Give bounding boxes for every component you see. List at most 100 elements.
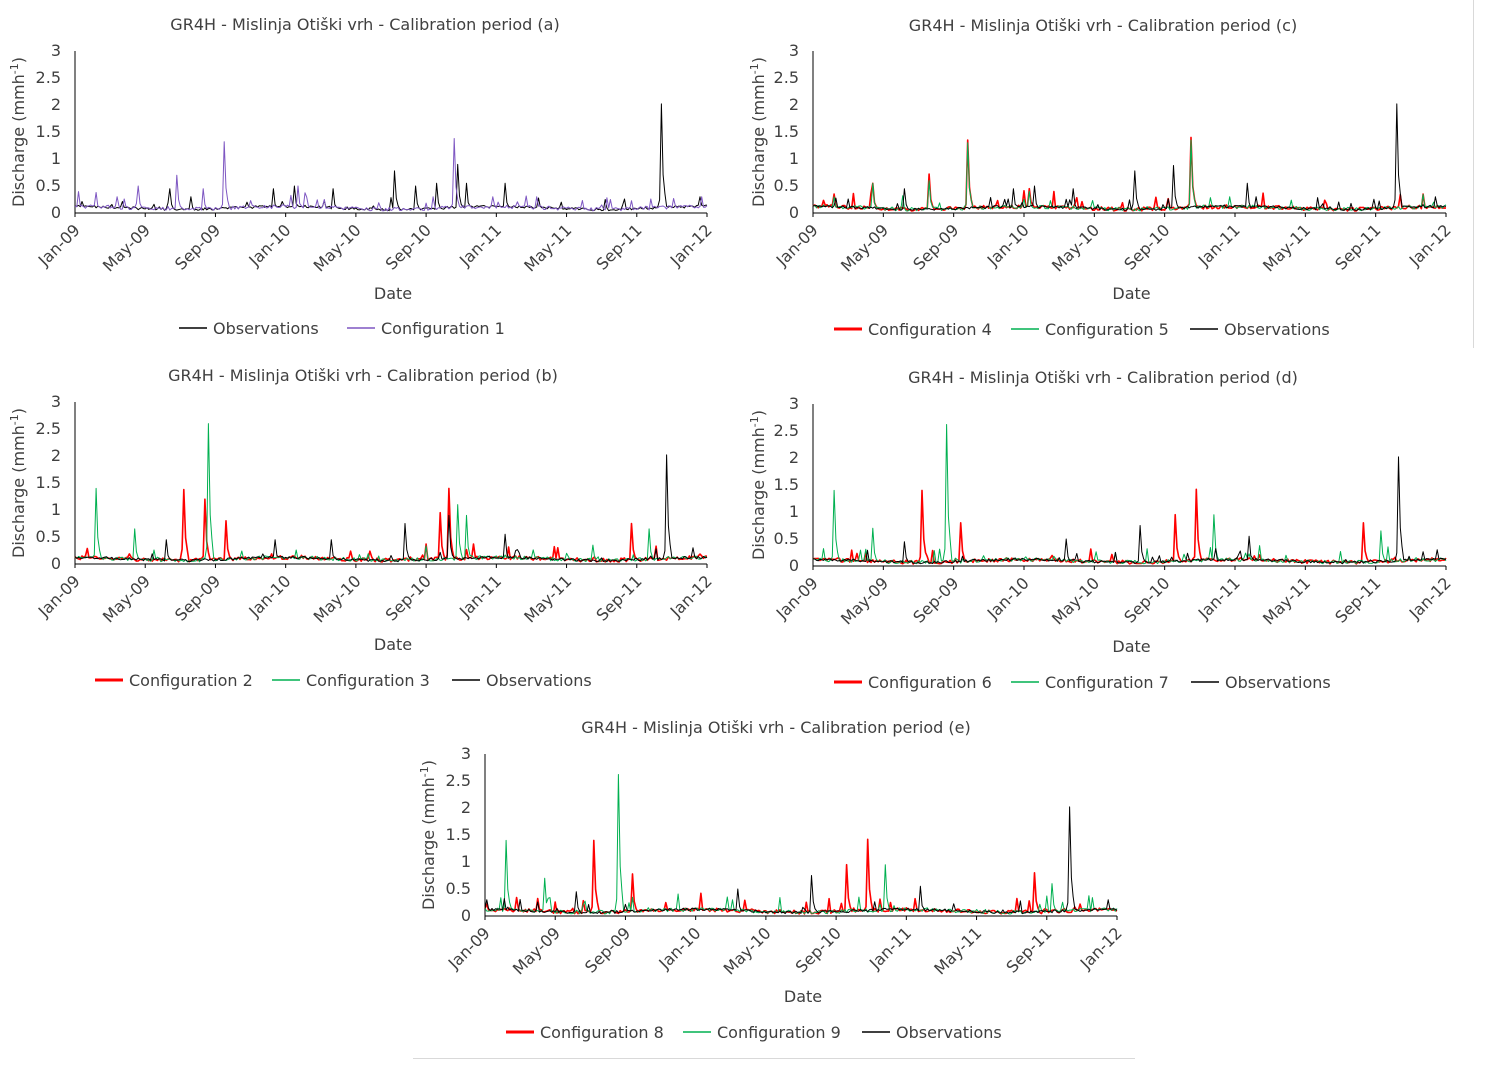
x-tick-label: May-11 [1259, 573, 1314, 628]
x-axis-label: Date [1112, 637, 1150, 656]
y-tick-label: 1 [461, 852, 471, 871]
x-tick-label: Sep-11 [592, 220, 645, 273]
x-tick-label: Jan-11 [865, 923, 915, 973]
y-tick-label: 0.5 [36, 176, 61, 195]
y-axis-label: Discharge (mmh-1) [418, 760, 439, 910]
series-line-observations [74, 103, 708, 212]
chart-svg-e: GR4H - Mislinja Otiški vrh - Calibration… [418, 718, 1126, 1042]
x-tick-label: May-09 [509, 923, 564, 978]
chart-panel-e: GR4H - Mislinja Otiški vrh - Calibration… [410, 702, 1150, 1052]
x-axis-label: Date [374, 635, 412, 654]
x-tick-label: Sep-11 [592, 571, 645, 624]
y-axis-label: Discharge (mmh-1) [748, 57, 769, 207]
y-tick-label: 2 [51, 446, 61, 465]
chart-svg-d: GR4H - Mislinja Otiški vrh - Calibration… [748, 368, 1455, 692]
x-tick-label: Sep-11 [1331, 573, 1384, 626]
y-tick-label: 0.5 [774, 529, 799, 548]
chart-svg-b: GR4H - Mislinja Otiški vrh - Calibration… [8, 366, 716, 690]
y-tick-label: 2.5 [774, 68, 799, 87]
y-tick-label: 2 [789, 448, 799, 467]
x-tick-label: Sep-11 [1331, 220, 1384, 273]
x-tick-label: Sep-09 [171, 220, 224, 273]
x-tick-label: May-10 [1048, 220, 1103, 275]
chart-title: GR4H - Mislinja Otiški vrh - Calibration… [170, 15, 559, 34]
x-tick-label: Sep-10 [1120, 573, 1173, 626]
legend-label: Observations [1225, 673, 1331, 692]
y-axis-label: Discharge (mmh-1) [8, 408, 29, 558]
chart-title: GR4H - Mislinja Otiški vrh - Calibration… [168, 366, 558, 385]
x-tick-label: Jan-09 [772, 573, 822, 623]
y-tick-label: 1.5 [774, 475, 799, 494]
x-tick-label: May-11 [1259, 220, 1314, 275]
legend-label: Observations [896, 1023, 1002, 1042]
x-tick-label: May-10 [310, 571, 365, 626]
y-tick-label: 3 [51, 392, 61, 411]
frame-divider-bottom [413, 1058, 1135, 1059]
y-tick-label: 0 [51, 554, 61, 573]
y-tick-label: 1 [789, 149, 799, 168]
y-axis-label: Discharge (mmh-1) [748, 410, 769, 560]
legend-label: Configuration 5 [1045, 320, 1169, 339]
y-tick-label: 0 [789, 556, 799, 575]
x-tick-label: Jan-10 [983, 573, 1033, 623]
y-tick-label: 0 [461, 906, 471, 925]
x-tick-label: May-10 [1048, 573, 1103, 628]
y-tick-label: 2 [461, 798, 471, 817]
x-tick-label: Sep-09 [909, 573, 962, 626]
series-line-configuration-2 [74, 487, 707, 563]
legend-label: Configuration 4 [868, 320, 992, 339]
x-tick-label: Jan-12 [1405, 220, 1455, 270]
x-tick-label: Jan-10 [244, 220, 294, 270]
legend-label: Observations [1224, 320, 1330, 339]
y-tick-label: 1 [51, 149, 61, 168]
x-tick-label: Jan-12 [666, 571, 716, 621]
x-axis-label: Date [1112, 284, 1150, 303]
frame-divider-right [1473, 0, 1474, 348]
x-tick-label: Jan-11 [455, 220, 505, 270]
x-tick-label: May-09 [99, 571, 154, 626]
x-tick-label: Sep-10 [792, 923, 845, 976]
y-tick-label: 1.5 [774, 122, 799, 141]
y-tick-label: 2.5 [446, 771, 471, 790]
x-tick-label: Jan-09 [444, 923, 494, 973]
x-tick-label: Sep-10 [1120, 220, 1173, 273]
x-tick-label: Jan-12 [1405, 573, 1455, 623]
y-tick-label: 2 [789, 95, 799, 114]
x-tick-label: Sep-09 [581, 923, 634, 976]
x-tick-label: Jan-12 [1076, 923, 1126, 973]
x-tick-label: May-09 [99, 220, 154, 275]
series-line-configuration-7 [812, 424, 1447, 565]
chart-title: GR4H - Mislinja Otiški vrh - Calibration… [909, 16, 1297, 35]
x-tick-label: Sep-09 [909, 220, 962, 273]
chart-panel-c: GR4H - Mislinja Otiški vrh - Calibration… [740, 0, 1480, 350]
legend-label: Configuration 9 [717, 1023, 841, 1042]
x-axis-label: Date [784, 987, 822, 1006]
chart-title: GR4H - Mislinja Otiški vrh - Calibration… [908, 368, 1298, 387]
series-line-observations [484, 806, 1118, 915]
y-tick-label: 3 [789, 394, 799, 413]
legend-label: Configuration 2 [129, 671, 253, 690]
chart-panel-d: GR4H - Mislinja Otiški vrh - Calibration… [740, 352, 1480, 702]
x-tick-label: Sep-10 [382, 220, 435, 273]
chart-panel-b: GR4H - Mislinja Otiški vrh - Calibration… [0, 352, 740, 702]
x-tick-label: Jan-09 [34, 220, 84, 270]
series-line-configuration-8 [484, 838, 1118, 915]
x-tick-label: Jan-12 [666, 220, 716, 270]
y-tick-label: 2 [51, 95, 61, 114]
y-tick-label: 3 [789, 41, 799, 60]
y-tick-label: 1.5 [36, 122, 61, 141]
series-line-configuration-3 [74, 423, 708, 563]
series-line-configuration-9 [484, 774, 1118, 915]
y-axis-label: Discharge (mmh-1) [8, 57, 29, 207]
y-tick-label: 0 [789, 203, 799, 222]
y-tick-label: 0 [51, 203, 61, 222]
x-tick-label: Sep-09 [171, 571, 224, 624]
x-tick-label: Jan-09 [34, 571, 84, 621]
y-tick-label: 1.5 [36, 473, 61, 492]
chart-svg-a: GR4H - Mislinja Otiški vrh - Calibration… [8, 15, 716, 338]
x-tick-label: May-11 [520, 220, 575, 275]
y-tick-label: 1.5 [446, 825, 471, 844]
chart-svg-c: GR4H - Mislinja Otiški vrh - Calibration… [748, 16, 1455, 339]
legend-label: Configuration 6 [868, 673, 992, 692]
legend-label: Observations [486, 671, 592, 690]
